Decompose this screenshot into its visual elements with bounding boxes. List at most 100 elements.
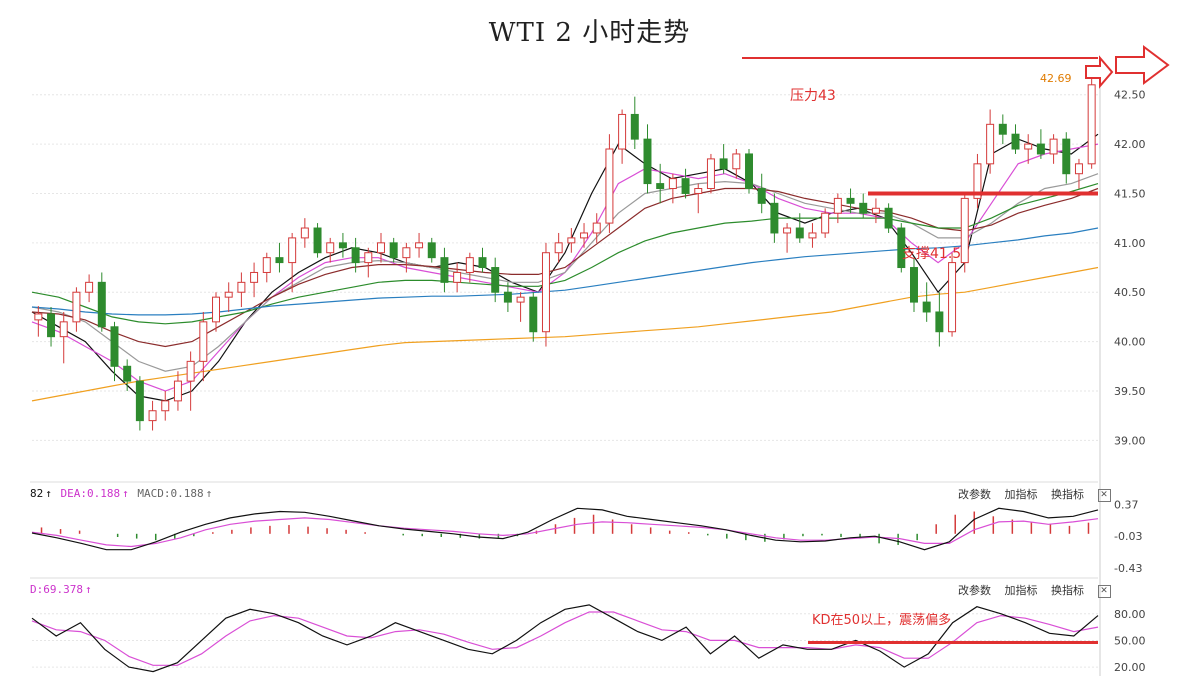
kd-k-line	[31, 604, 1099, 673]
up-arrow-icon: ↑	[205, 487, 213, 500]
macd-dif-label: 82	[30, 487, 44, 500]
candle-body	[34, 313, 43, 321]
moving-average-line	[31, 173, 1099, 372]
candle-body	[224, 291, 233, 298]
change-params-button[interactable]: 改参数	[958, 488, 991, 501]
candle-body	[364, 252, 373, 264]
candle-body	[783, 227, 792, 234]
candle-body	[72, 291, 81, 323]
candle-body	[541, 252, 550, 333]
candle-body	[415, 242, 424, 249]
candle-body	[97, 281, 106, 328]
y-tick-label: 50.00	[1114, 634, 1146, 647]
candle-body	[897, 227, 906, 269]
add-indicator-button[interactable]: 加指标	[1004, 488, 1038, 501]
candle-body	[237, 281, 246, 293]
y-tick-label: 40.00	[1114, 336, 1146, 349]
candle-body	[453, 271, 462, 283]
candle-body	[503, 291, 512, 303]
moving-average-line	[31, 187, 1099, 348]
candle-body	[59, 321, 68, 338]
candle-body	[326, 242, 335, 254]
candle-body	[681, 178, 690, 194]
switch-indicator-button[interactable]: 换指标	[1051, 488, 1084, 501]
y-tick-label: 41.00	[1114, 237, 1146, 250]
candle-body	[694, 188, 703, 194]
candle-body	[250, 271, 259, 283]
macd-value-label: MACD:0.188	[137, 487, 204, 500]
macd-header: 82 ↑ DEA:0.188 ↑ MACD:0.188 ↑	[30, 487, 214, 500]
candle-body	[618, 113, 627, 150]
candle-body	[212, 296, 221, 323]
y-tick-label: 42.50	[1114, 89, 1146, 102]
moving-average-line	[31, 227, 1099, 316]
kd-header: D:69.378 ↑	[30, 583, 94, 596]
candle-body	[998, 123, 1007, 135]
up-arrow-icon: ↑	[45, 487, 52, 500]
candle-body	[275, 257, 284, 264]
candle-body	[833, 197, 842, 214]
kd-toolbar: 改参数 加指标 换指标 ✕	[948, 582, 1111, 598]
candle-body	[465, 257, 474, 273]
right-arrow-icon	[1085, 55, 1114, 89]
moving-average-line	[31, 266, 1099, 402]
candle-body	[922, 301, 931, 313]
candle-body	[1011, 133, 1020, 150]
candle-body	[960, 197, 969, 264]
macd-dea-label: DEA:0.188	[60, 487, 121, 500]
candle-body	[935, 311, 944, 333]
candle-body	[859, 202, 868, 214]
candle-body	[427, 242, 436, 259]
candle-body	[351, 247, 360, 264]
candle-body	[668, 178, 677, 190]
candle-body	[821, 212, 830, 234]
candle-body	[376, 242, 385, 254]
dif-line	[31, 507, 1099, 551]
candle-body	[884, 207, 893, 229]
candle-body	[529, 296, 538, 333]
candle-body	[478, 257, 487, 269]
candle-body	[580, 232, 589, 239]
support-label: 支撑41.5	[902, 246, 961, 262]
candle-body	[199, 321, 208, 362]
change-params-button[interactable]: 改参数	[958, 584, 991, 597]
candle-body	[338, 242, 347, 249]
up-arrow-icon: ↑	[122, 487, 129, 500]
y-tick-label: 0.37	[1114, 498, 1139, 511]
y-tick-label: 42.00	[1114, 138, 1146, 151]
candle-body	[948, 262, 957, 333]
kd-d-label: D:69.378	[30, 583, 83, 596]
candle-body	[643, 138, 652, 185]
candle-body	[973, 163, 982, 199]
y-tick-label: -0.03	[1114, 530, 1142, 543]
add-indicator-button[interactable]: 加指标	[1004, 584, 1038, 597]
kd-note-label: KD在50以上，震荡偏多	[812, 612, 951, 628]
y-tick-label: 20.00	[1114, 661, 1146, 674]
candle-body	[173, 380, 182, 402]
candle-body	[909, 267, 918, 303]
candle-body	[135, 380, 144, 422]
close-icon[interactable]: ✕	[1097, 488, 1111, 502]
candle-body	[402, 247, 411, 259]
candle-body	[148, 410, 157, 422]
candle-body	[1074, 163, 1083, 175]
candle-body	[123, 365, 132, 382]
candle-body	[592, 222, 601, 234]
candle-body	[719, 158, 728, 170]
candle-body	[262, 257, 271, 273]
candle-body	[186, 360, 195, 382]
candle-body	[1049, 138, 1058, 155]
candle-body	[110, 326, 119, 367]
close-icon[interactable]: ✕	[1097, 584, 1111, 598]
switch-indicator-button[interactable]: 换指标	[1051, 584, 1084, 597]
last-price-label: 42.69	[1040, 72, 1072, 85]
dea-line	[31, 517, 1099, 548]
candle-body	[1087, 84, 1096, 165]
y-tick-label: -0.43	[1114, 562, 1142, 575]
candle-body	[1024, 143, 1033, 150]
y-tick-label: 80.00	[1114, 608, 1146, 621]
candle-body	[516, 296, 525, 303]
candle-body	[656, 183, 665, 190]
candle-body	[1036, 143, 1045, 155]
